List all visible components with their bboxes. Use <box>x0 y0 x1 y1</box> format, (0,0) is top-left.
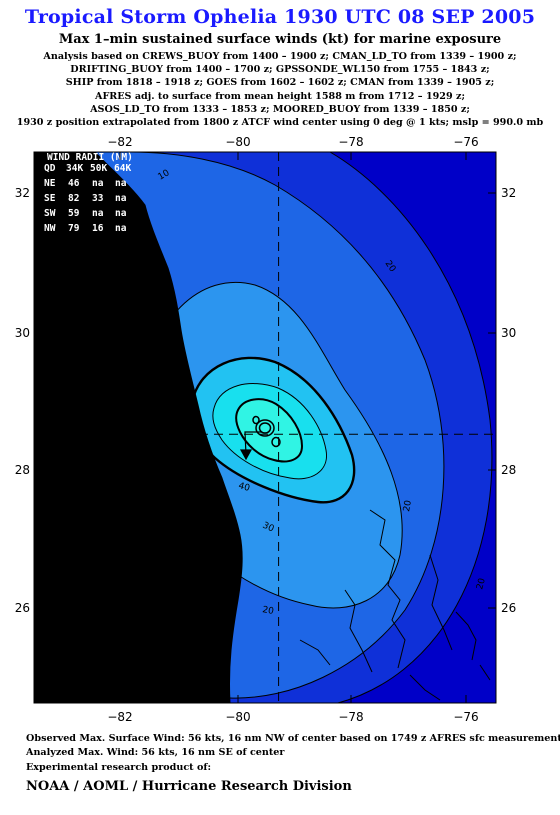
analysis-line: SHIP from 1818 – 1918 z; GOES from 1602 … <box>65 77 495 89</box>
map-frame <box>33 151 497 704</box>
grid-lines <box>34 152 496 703</box>
wind-radii-row-ne: NE 46 na na <box>44 178 127 189</box>
analysis-line: AFRES adj. to surface from mean height 1… <box>95 90 465 102</box>
contour-label: 40 <box>237 481 251 494</box>
map-plot-area: 10 20 30 40 20 30 20 20 WIND RADII (NM) … <box>34 152 496 703</box>
organization-credit: NOAA / AOML / Hurricane Research Divisio… <box>26 779 352 794</box>
page-title: Tropical Storm Ophelia 1930 UTC 08 SEP 2… <box>24 6 536 28</box>
observed-max-wind: Observed Max. Surface Wind: 56 kts, 16 n… <box>26 733 560 744</box>
lon-tick-bottom: −80 <box>225 710 250 724</box>
land-areas <box>34 152 243 703</box>
lon-tick-top: −80 <box>225 135 250 149</box>
contour-label: 20 <box>261 605 274 617</box>
lat-tick-left: 32 <box>15 186 30 200</box>
lon-tick-top: −82 <box>107 135 132 149</box>
analysis-line: Analysis based on CREWS_BUOY from 1400 –… <box>43 51 517 62</box>
wind-radii-row-sw: SW 59 na na <box>44 208 127 219</box>
axis-tick-labels: −82 −80 −78 −76 −82 −80 −78 −76 32 30 28… <box>15 135 517 724</box>
isotach-contours <box>129 152 493 703</box>
analysis-notes: Analysis based on CREWS_BUOY from 1400 –… <box>0 50 560 129</box>
contour-label: 20 <box>475 577 488 591</box>
contour-label: 30 <box>138 355 151 369</box>
analysis-line: DRIFTING_BUOY from 1400 – 1700 z; GPSSON… <box>70 64 490 76</box>
lat-tick-right: 28 <box>501 463 516 477</box>
contour-label: 30 <box>261 521 276 535</box>
wind-analysis-map: 10 20 30 40 20 30 20 20 WIND RADII (NM) … <box>15 135 517 724</box>
page-subtitle: Max 1–min sustained surface winds (kt) f… <box>58 32 502 47</box>
contour-labels: 10 20 30 40 20 30 20 20 <box>138 168 488 617</box>
analyzed-max-wind: Analyzed Max. Wind: 56 kts, 16 nm SE of … <box>26 747 285 758</box>
storm-motion-arrow <box>239 431 262 461</box>
lon-tick-bottom: −78 <box>338 710 363 724</box>
wind-radii-title: WIND RADII (NM) <box>47 152 133 163</box>
analysis-line: 1930 z position extrapolated from 1800 z… <box>16 117 544 129</box>
wind-radii-row-nw: NW 79 16 na <box>44 223 127 234</box>
wind-radii-header: QD 34K 50K 64K <box>44 163 131 174</box>
coastlines <box>34 152 491 703</box>
lon-tick-top: −76 <box>453 135 478 149</box>
lat-tick-left: 30 <box>15 326 30 340</box>
lat-tick-left: 28 <box>15 463 30 477</box>
lat-tick-right: 30 <box>501 326 516 340</box>
wind-radii-row-se: SE 82 33 na <box>44 193 127 204</box>
lat-tick-left: 26 <box>15 601 30 615</box>
lat-tick-right: 26 <box>501 601 516 615</box>
lon-tick-top: −78 <box>338 135 363 149</box>
lon-tick-bottom: −76 <box>453 710 478 724</box>
analysis-line: ASOS_LD_TO from 1333 – 1853 z; MOORED_BU… <box>90 103 470 115</box>
lon-tick-bottom: −82 <box>107 710 132 724</box>
contour-label: 20 <box>402 499 414 512</box>
wind-radii-table: WIND RADII (NM) QD 34K 50K 64K NE 46 na na SE 8… <box>44 152 133 234</box>
experimental-note: Experimental research product of: <box>26 762 212 773</box>
lat-tick-right: 32 <box>501 186 516 200</box>
axis-ticks <box>34 152 496 703</box>
